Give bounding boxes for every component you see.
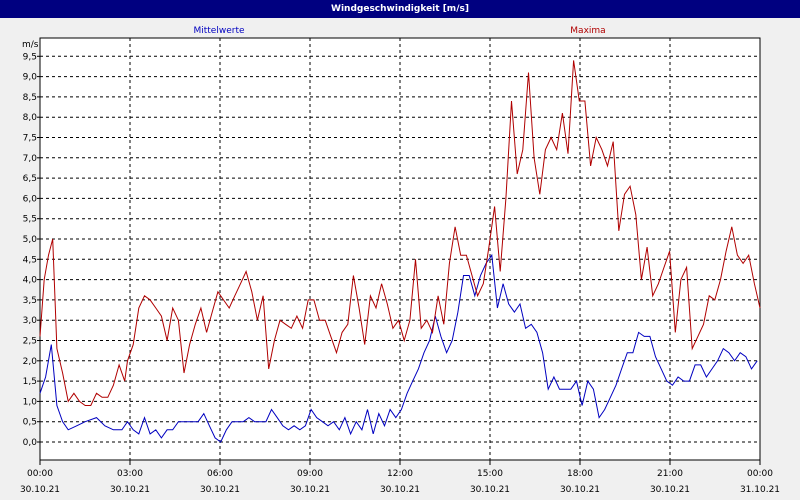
series-line-maxima bbox=[39, 60, 761, 406]
x-tick-date-label: 30.10.21 bbox=[20, 485, 60, 495]
y-tick-label: 2,0 bbox=[23, 357, 38, 367]
x-tick-time-label: 03:00 bbox=[117, 469, 143, 479]
x-tick-date-label: 30.10.21 bbox=[380, 485, 420, 495]
y-tick-label: 2,5 bbox=[23, 337, 37, 347]
y-tick-label: 3,5 bbox=[23, 296, 37, 306]
x-tick-time-label: 21:00 bbox=[657, 469, 683, 479]
y-tick-label: 6,0 bbox=[23, 194, 38, 204]
y-tick-label: 9,5 bbox=[23, 52, 37, 62]
y-tick-label: 7,0 bbox=[23, 154, 38, 164]
x-tick-date-label: 30.10.21 bbox=[200, 485, 240, 495]
y-tick-label: 1,5 bbox=[23, 377, 37, 387]
y-tick-label: 6,5 bbox=[23, 174, 37, 184]
legend-mittelwerte: Mittelwerte bbox=[193, 26, 244, 36]
y-tick-label: 5,0 bbox=[23, 235, 38, 245]
x-tick-time-label: 00:00 bbox=[747, 469, 773, 479]
x-tick-date-label: 31.10.21 bbox=[740, 485, 780, 495]
x-tick-date-label: 30.10.21 bbox=[290, 485, 330, 495]
series-line-mittelwerte bbox=[39, 253, 758, 443]
y-axis-unit-label: m/s bbox=[22, 40, 39, 50]
window-title: Windgeschwindigkeit [m/s] bbox=[0, 0, 800, 18]
y-tick-label: 8,0 bbox=[23, 113, 38, 123]
x-tick-date-label: 30.10.21 bbox=[560, 485, 600, 495]
x-tick-date-label: 30.10.21 bbox=[110, 485, 150, 495]
grid-lines bbox=[37, 38, 761, 465]
x-tick-time-label: 06:00 bbox=[207, 469, 233, 479]
x-tick-date-label: 30.10.21 bbox=[650, 485, 690, 495]
x-tick-time-label: 09:00 bbox=[297, 469, 323, 479]
y-tick-label: 4,0 bbox=[23, 276, 38, 286]
y-tick-label: 5,5 bbox=[23, 215, 37, 225]
x-tick-time-label: 12:00 bbox=[387, 469, 413, 479]
x-axis-labels: 00:00 30.10.21 03:00 30.10.21 06:00 30.10.21 0… bbox=[20, 469, 780, 495]
y-tick-label: 1,0 bbox=[23, 397, 38, 407]
y-tick-label: 7,5 bbox=[23, 134, 37, 144]
x-tick-time-label: 00:00 bbox=[27, 469, 53, 479]
y-tick-label: 0,0 bbox=[23, 438, 38, 448]
y-tick-label: 9,0 bbox=[23, 73, 38, 83]
y-axis-labels: 0,0 0,5 1,0 1,5 2,0 2,5 3,0 3,5 4,0 4,5 5,0 5,5 6,0 6… bbox=[23, 52, 38, 448]
x-tick-date-label: 30.10.21 bbox=[470, 485, 510, 495]
y-tick-label: 3,0 bbox=[23, 316, 38, 326]
x-tick-time-label: 18:00 bbox=[567, 469, 593, 479]
series-lines bbox=[39, 60, 761, 443]
y-tick-label: 0,5 bbox=[23, 418, 37, 428]
wind-speed-chart: 0,0 0,5 1,0 1,5 2,0 2,5 3,0 3,5 4,0 4,5 5,0 5,5 6,0 6… bbox=[20, 26, 780, 495]
y-tick-label: 4,5 bbox=[23, 255, 37, 265]
x-tick-time-label: 15:00 bbox=[477, 469, 503, 479]
legend-maxima: Maxima bbox=[570, 26, 605, 36]
y-tick-label: 8,5 bbox=[23, 93, 37, 103]
